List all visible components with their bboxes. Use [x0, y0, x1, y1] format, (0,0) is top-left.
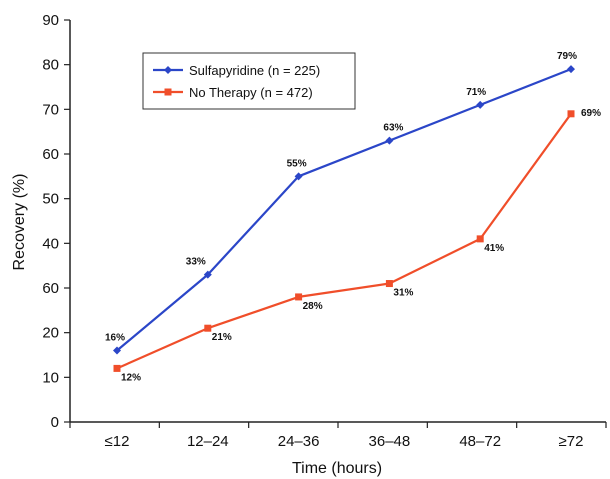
data-label-series-1: 71% [466, 87, 486, 98]
data-point-series-1 [294, 172, 303, 181]
x-tick-label: 24–36 [278, 433, 320, 450]
x-tick-label: 12–24 [187, 433, 229, 450]
x-tick-label: ≤12 [105, 433, 130, 450]
data-label-series-1: 63% [383, 123, 403, 134]
data-label-series-2: 69% [581, 108, 601, 119]
data-label-series-1: 79% [557, 51, 577, 62]
data-point-series-1 [476, 100, 485, 109]
y-axis-title: Recovery (%) [11, 174, 28, 271]
legend-label: Sulfapyridine (n = 225) [189, 63, 320, 78]
x-tick-label: 36–48 [369, 433, 411, 450]
data-point-series-2 [567, 110, 575, 118]
series-line-1 [116, 68, 572, 352]
data-label-series-2: 28% [303, 301, 323, 312]
data-label-series-2: 31% [393, 288, 413, 299]
data-label-series-2: 21% [212, 332, 232, 343]
data-label-series-1: 55% [287, 158, 307, 169]
y-tick-label: 60 [42, 146, 59, 163]
data-label-series-1: 33% [186, 257, 206, 268]
y-tick-label: 90 [42, 12, 59, 29]
x-axis-title: Time (hours) [292, 460, 382, 477]
series-line-2 [116, 113, 572, 370]
series-layer [113, 65, 575, 372]
data-point-series-1 [567, 65, 575, 74]
data-label-series-2: 41% [484, 243, 504, 254]
legend-marker [164, 66, 172, 74]
y-tick-label: 60 [42, 280, 59, 297]
legend-label: No Therapy (n = 472) [189, 85, 313, 100]
y-tick-label: 10 [42, 369, 59, 386]
y-tick-label: 80 [42, 57, 59, 74]
y-tick-label: 0 [51, 414, 59, 431]
y-tick-label: 50 [42, 191, 59, 208]
legend-marker [164, 88, 172, 96]
x-tick-label: 48–72 [459, 433, 501, 450]
data-point-series-1 [203, 270, 212, 279]
axes-layer: 0 10 20 60 40 50 60 70 80 90 ≤12 12–24 24–36 36–48 48–… [42, 12, 607, 450]
data-point-series-2 [295, 293, 303, 301]
y-tick-label: 40 [42, 235, 59, 252]
data-point-series-2 [385, 280, 393, 288]
legend-box [142, 52, 356, 110]
data-point-series-2 [476, 235, 484, 243]
data-label-series-1: 16% [105, 333, 125, 344]
y-tick-label: 20 [42, 325, 59, 342]
x-tick-label: ≥72 [559, 433, 584, 450]
y-tick-label: 70 [42, 101, 59, 118]
data-labels-layer: 16% 33% 55% 63% 71% 79% 12% 21% 28% 31% 41% 69% [105, 51, 601, 383]
data-label-series-2: 12% [121, 372, 141, 383]
data-point-series-1 [113, 346, 121, 355]
legend: Sulfapyridine (n = 225) No Therapy (n = 4… [142, 52, 356, 110]
data-point-series-2 [113, 364, 121, 372]
data-point-series-1 [385, 136, 394, 145]
data-point-series-2 [204, 324, 212, 332]
